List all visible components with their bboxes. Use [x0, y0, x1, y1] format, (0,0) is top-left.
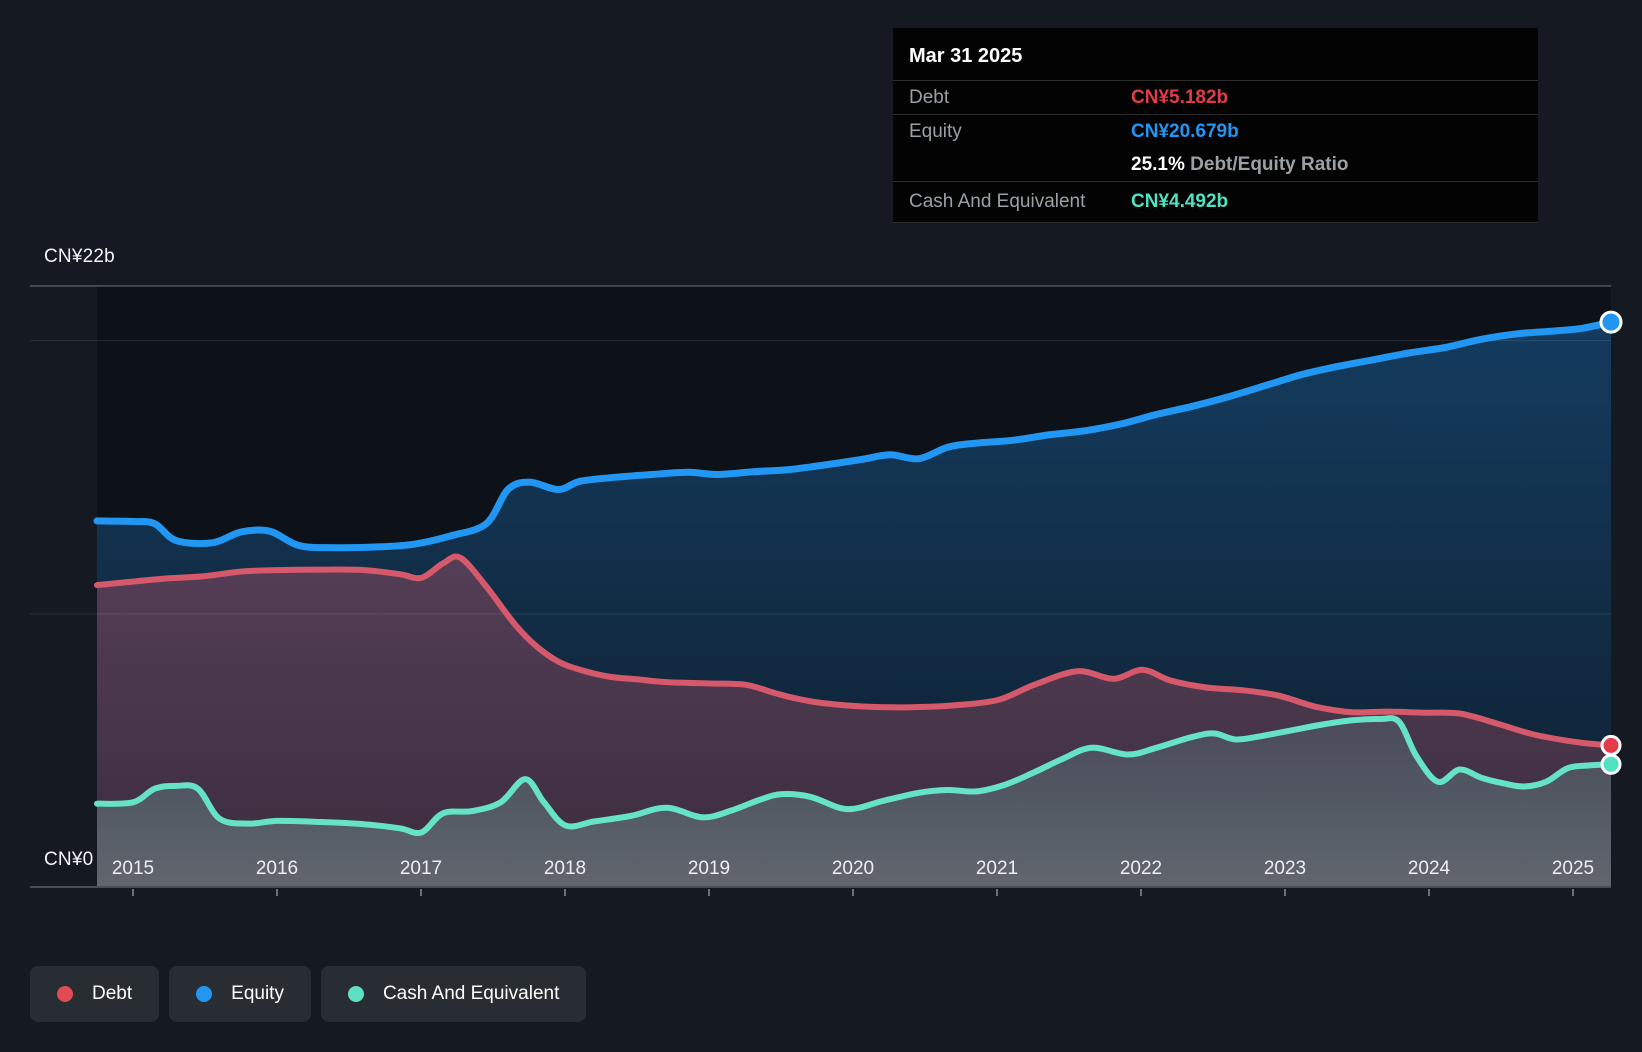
chart-tooltip: Mar 31 2025 Debt CN¥5.182b Equity CN¥20.… — [893, 28, 1538, 223]
equity-series-dot-icon — [196, 986, 213, 1002]
x-tick-2020: 2020 — [831, 858, 875, 879]
legend-chip-cash[interactable]: Cash And Equivalent — [320, 966, 587, 1022]
x-tick-2023: 2023 — [1263, 858, 1307, 879]
legend-debt-label: Debt — [92, 983, 133, 1004]
debt-series-dot-icon — [57, 986, 73, 1002]
legend-chip-debt[interactable]: Debt — [30, 966, 160, 1022]
x-tick-2022: 2022 — [1119, 858, 1163, 879]
y-axis-max-label: CN¥22b — [44, 246, 115, 267]
debt-equity-area-chart[interactable] — [0, 0, 1642, 910]
chart-legend: Debt Equity Cash And Equivalent — [30, 966, 587, 1022]
x-tick-2021: 2021 — [975, 858, 1019, 879]
legend-equity-label: Equity — [231, 983, 284, 1004]
tooltip-row-ratio: 25.1% Debt/Equity Ratio — [893, 148, 1538, 182]
legend-cash-label: Cash And Equivalent — [382, 983, 560, 1004]
y-axis-zero-label: CN¥0 — [44, 849, 94, 870]
tooltip-date: Mar 31 2025 — [893, 28, 1538, 81]
tooltip-cash-label: Cash And Equivalent — [909, 191, 1086, 212]
tooltip-equity-value: CN¥20.679b — [1131, 120, 1239, 142]
tooltip-debt-value: CN¥5.182b — [1131, 86, 1229, 108]
x-tick-2017: 2017 — [399, 858, 443, 879]
x-tick-2024: 2024 — [1407, 858, 1451, 879]
x-tick-2016: 2016 — [255, 858, 299, 879]
debt-equity-ratio-value: 25.1% — [1131, 153, 1185, 175]
tooltip-equity-label: Equity — [909, 120, 962, 142]
debt-equity-ratio-label: Debt/Equity Ratio — [1190, 153, 1349, 175]
tooltip-row-equity: Equity CN¥20.679b — [893, 115, 1538, 148]
x-tick-2015: 2015 — [111, 858, 155, 879]
x-tick-2025: 2025 — [1551, 858, 1595, 879]
cash-series-dot-icon — [347, 986, 364, 1002]
tooltip-row-debt: Debt CN¥5.182b — [893, 81, 1538, 115]
tooltip-debt-label: Debt — [909, 86, 950, 108]
tooltip-row-cash: Cash And Equivalent CN¥4.492b — [893, 182, 1538, 222]
x-tick-2018: 2018 — [543, 858, 587, 879]
x-tick-2019: 2019 — [687, 858, 731, 879]
tooltip-cash-value: CN¥4.492b — [1131, 191, 1229, 212]
legend-chip-equity[interactable]: Equity — [169, 966, 311, 1022]
